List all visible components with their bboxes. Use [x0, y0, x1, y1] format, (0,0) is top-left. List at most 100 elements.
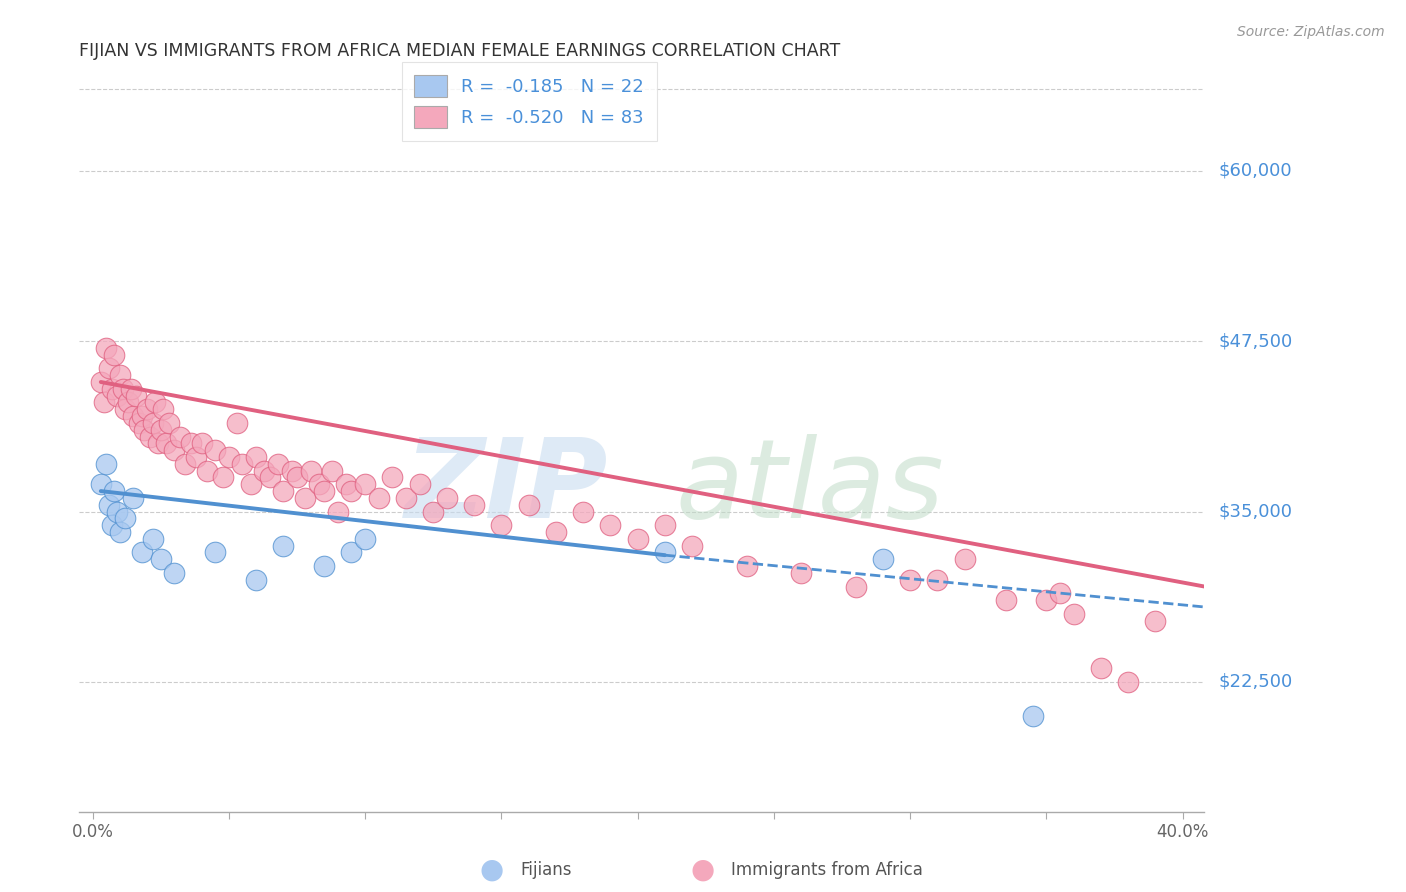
Point: [218, 450, 240, 464]
Point: [517, 498, 540, 512]
Point: [1116, 675, 1139, 690]
Point: [142, 416, 165, 430]
Point: [186, 450, 208, 464]
Point: [111, 382, 134, 396]
Point: [572, 504, 595, 518]
Point: [299, 464, 322, 478]
Point: [245, 450, 267, 464]
Point: [491, 518, 513, 533]
Text: Fijians: Fijians: [520, 861, 572, 879]
Point: [367, 491, 389, 505]
Point: [245, 573, 267, 587]
Point: [436, 491, 458, 505]
Point: [354, 477, 377, 491]
Point: [340, 484, 363, 499]
Point: [314, 559, 336, 574]
Point: [131, 409, 153, 423]
Point: [204, 443, 226, 458]
Point: [381, 470, 404, 484]
Point: [1035, 593, 1057, 607]
Text: Source: ZipAtlas.com: Source: ZipAtlas.com: [1237, 25, 1385, 39]
Point: [100, 382, 122, 396]
Text: Immigrants from Africa: Immigrants from Africa: [731, 861, 922, 879]
Point: [231, 457, 253, 471]
Point: [125, 389, 148, 403]
Point: [90, 477, 112, 491]
Point: [872, 552, 894, 566]
Point: [103, 348, 125, 362]
Point: [114, 511, 136, 525]
Point: [108, 524, 131, 539]
Point: [1063, 607, 1085, 621]
Point: [253, 464, 276, 478]
Text: atlas: atlas: [675, 434, 943, 541]
Point: [267, 457, 290, 471]
Point: [163, 443, 186, 458]
Point: [122, 409, 145, 423]
Point: [97, 361, 120, 376]
Point: [953, 552, 976, 566]
Point: [314, 484, 336, 499]
Point: [96, 457, 118, 471]
Point: [239, 477, 262, 491]
Point: [627, 532, 650, 546]
Point: [335, 477, 357, 491]
Point: [654, 518, 676, 533]
Point: [131, 545, 153, 559]
Point: [212, 470, 235, 484]
Point: [599, 518, 621, 533]
Point: [280, 464, 302, 478]
Point: [226, 416, 249, 430]
Point: [326, 504, 349, 518]
Point: [285, 470, 308, 484]
Point: [308, 477, 330, 491]
Text: FIJIAN VS IMMIGRANTS FROM AFRICA MEDIAN FEMALE EARNINGS CORRELATION CHART: FIJIAN VS IMMIGRANTS FROM AFRICA MEDIAN …: [79, 42, 841, 60]
Text: $47,500: $47,500: [1219, 332, 1292, 350]
Point: [100, 518, 122, 533]
Point: [108, 368, 131, 383]
Point: [169, 429, 191, 443]
Point: [994, 593, 1017, 607]
Text: $35,000: $35,000: [1219, 502, 1292, 521]
Point: [155, 436, 177, 450]
Point: [139, 429, 162, 443]
Point: [149, 423, 172, 437]
Point: [408, 477, 430, 491]
Point: [898, 573, 921, 587]
Point: [544, 524, 567, 539]
Point: [120, 382, 142, 396]
Point: [117, 395, 139, 409]
Point: [273, 539, 295, 553]
Point: [927, 573, 949, 587]
Point: [97, 498, 120, 512]
Point: [354, 532, 377, 546]
Point: [180, 436, 202, 450]
Text: $22,500: $22,500: [1219, 673, 1292, 691]
Point: [422, 504, 444, 518]
Point: [146, 436, 169, 450]
Point: [128, 416, 150, 430]
Text: ●: ●: [690, 855, 716, 884]
Point: [681, 539, 703, 553]
Point: [105, 504, 128, 518]
Point: [395, 491, 418, 505]
Point: [340, 545, 363, 559]
Point: [790, 566, 813, 580]
Point: [103, 484, 125, 499]
Point: [134, 423, 156, 437]
Point: [143, 395, 166, 409]
Point: [163, 566, 186, 580]
Point: [195, 464, 218, 478]
Point: [294, 491, 316, 505]
Point: [152, 402, 174, 417]
Point: [122, 491, 145, 505]
Point: [96, 341, 118, 355]
Text: ZIP: ZIP: [405, 434, 607, 541]
Point: [273, 484, 295, 499]
Point: [321, 464, 343, 478]
Point: [654, 545, 676, 559]
Point: [142, 532, 165, 546]
Point: [105, 389, 128, 403]
Point: [204, 545, 226, 559]
Point: [149, 552, 172, 566]
